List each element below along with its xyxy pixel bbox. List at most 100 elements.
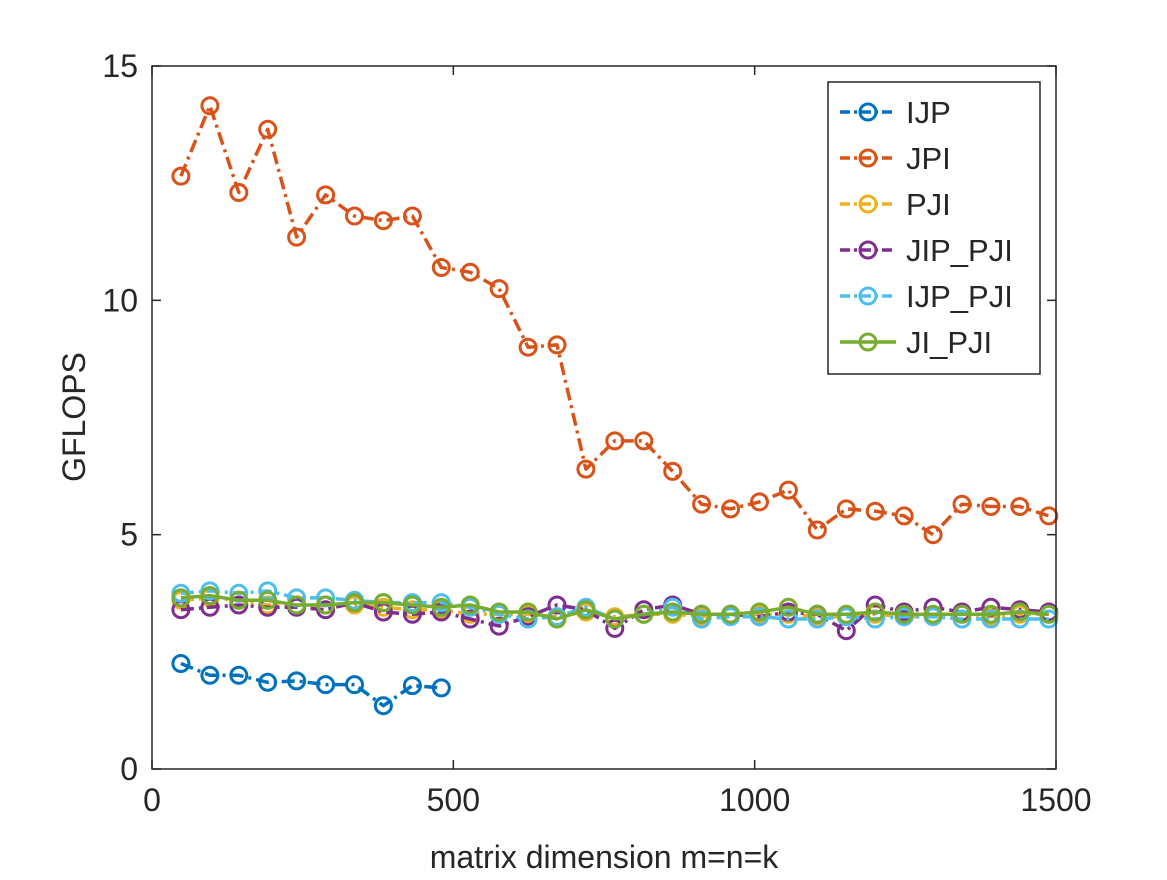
data-point (692, 604, 712, 624)
data-point (229, 183, 249, 202)
data-point (345, 593, 364, 613)
y-tick-label: 0 (120, 751, 138, 787)
axes: 0 500 1000 1500 0 5 10 15 (102, 48, 1091, 818)
data-point (778, 597, 798, 617)
series-line-pji (180, 596, 1049, 619)
data-point (431, 258, 451, 277)
series-ijp (171, 654, 451, 716)
data-point (287, 671, 307, 691)
legend-label: JPI (906, 141, 951, 176)
data-point (750, 492, 769, 512)
legend-item: JI_PJI (840, 325, 992, 360)
data-point (1010, 497, 1030, 516)
data-point (518, 602, 538, 622)
data-point (431, 597, 451, 617)
data-point (287, 227, 307, 247)
data-point (460, 595, 480, 615)
data-point (721, 604, 741, 624)
data-point (865, 501, 885, 521)
data-point (171, 654, 191, 673)
data-point (402, 206, 422, 226)
data-point (229, 665, 249, 685)
data-point (518, 337, 538, 357)
legend-label: PJI (906, 187, 951, 222)
data-point (1010, 602, 1030, 622)
data-point (952, 604, 972, 624)
legend-item: IJP (840, 95, 951, 130)
legend-label: JIP_PJI (906, 233, 1013, 268)
data-point (460, 609, 480, 629)
data-point (981, 497, 1001, 516)
legend-box (827, 81, 1041, 375)
x-tick-label: 0 (143, 782, 161, 818)
data-point (894, 506, 914, 526)
series-line-jpi (179, 104, 1050, 537)
data-point (200, 586, 220, 606)
y-tick-label: 15 (102, 48, 138, 84)
data-point (402, 595, 422, 615)
data-point (229, 590, 249, 610)
legend-item: JIP_PJI (840, 233, 1013, 268)
data-point (981, 604, 1001, 624)
y-tick-label: 10 (102, 282, 138, 318)
data-point (547, 595, 567, 615)
y-axis-label: GFLOPS (56, 352, 92, 482)
data-point (171, 166, 191, 186)
data-point (605, 431, 625, 451)
data-point (200, 665, 220, 685)
data-point (373, 593, 393, 613)
data-point (489, 616, 509, 636)
data-point (316, 675, 336, 695)
data-point (1039, 506, 1059, 526)
data-point (663, 602, 683, 622)
data-point (605, 609, 625, 629)
data-point (316, 185, 336, 205)
y-tick-label: 5 (120, 517, 138, 553)
legend-item: JPI (840, 141, 951, 176)
data-point (431, 678, 451, 698)
axes-box (151, 65, 1057, 770)
data-point (836, 604, 856, 624)
data-point (807, 604, 827, 624)
series-ji_pji (171, 586, 1059, 629)
data-point (489, 279, 509, 299)
legend-swatch-marker (858, 194, 878, 214)
legend-label: IJP (906, 95, 951, 130)
data-point (287, 595, 307, 615)
x-tick-label: 1000 (719, 782, 790, 818)
data-point (692, 494, 712, 514)
data-point (778, 480, 798, 500)
x-tick-label: 1500 (1020, 782, 1091, 818)
legend-label: JI_PJI (906, 325, 992, 360)
legend-swatch-marker (858, 148, 878, 168)
legend-item: IJP_PJI (840, 279, 1013, 314)
data-point (171, 588, 191, 608)
data-point (634, 431, 654, 451)
data-point (778, 609, 798, 629)
x-tick-label: 500 (427, 782, 480, 818)
data-point (923, 525, 943, 545)
x-axis-label: matrix dimension m=n=k (430, 839, 780, 875)
data-point (923, 604, 943, 624)
legend-label: IJP_PJI (906, 279, 1013, 314)
data-point (952, 494, 972, 514)
legend-swatch-marker (858, 102, 878, 122)
data-point (750, 602, 769, 622)
data-point (373, 211, 393, 231)
data-point (721, 499, 741, 519)
legend-swatch-marker (858, 332, 878, 352)
data-point (460, 262, 480, 282)
series-line-ji_pji (180, 593, 1049, 621)
data-point (865, 602, 885, 622)
data-point (576, 459, 596, 479)
data-point (836, 499, 856, 519)
data-point (576, 600, 596, 620)
data-point (200, 96, 220, 116)
legend: IJP JPI PJI JIP_PJI IJP_PJI JI_PJI (827, 81, 1041, 375)
series-line-ijp (180, 661, 442, 708)
data-point (489, 602, 509, 622)
data-point (634, 604, 654, 624)
legend-swatch-marker (858, 240, 878, 260)
